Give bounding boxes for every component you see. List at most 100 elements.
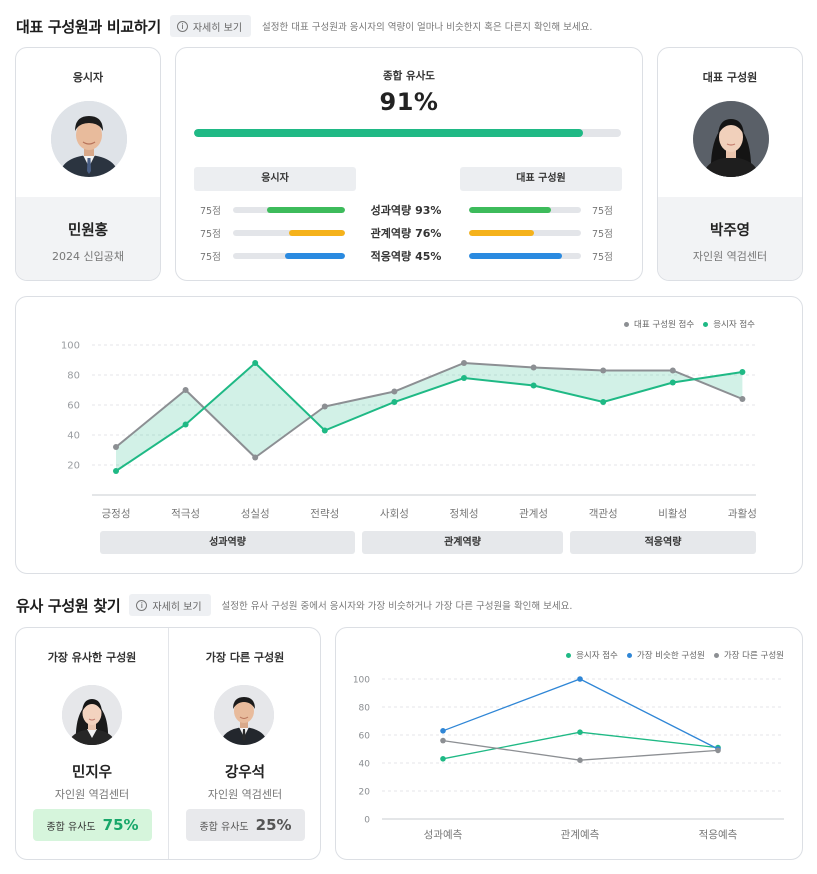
data-point xyxy=(600,367,607,374)
legend-dot-icon xyxy=(703,321,709,327)
y-tick-label: 100 xyxy=(353,676,370,686)
left-score: 75점 xyxy=(200,229,221,240)
data-point xyxy=(113,444,119,450)
legend-item-applicant: 응시자 점수 xyxy=(566,649,618,661)
y-tick-label: 40 xyxy=(67,431,80,442)
x-tick-label: 객관성 xyxy=(589,508,618,520)
legend-item-most-similar: 가장 비슷한 구성원 xyxy=(626,649,705,661)
y-tick-label: 60 xyxy=(67,401,80,412)
section-header-compare: 대표 구성원과 비교하기 i 자세히 보기 설정한 대표 구성원과 응시자의 역… xyxy=(16,14,592,38)
y-tick-label: 80 xyxy=(67,371,80,382)
right-score-fill xyxy=(469,207,551,213)
right-score: 75점 xyxy=(592,252,613,263)
x-tick-label: 성과예측 xyxy=(424,828,463,841)
most-similar-score-badge: 종합 유사도 75% xyxy=(33,809,152,841)
left-score-fill xyxy=(289,230,345,236)
chart-legend: 응시자 점수 가장 비슷한 구성원 가장 다른 구성원 xyxy=(557,649,784,661)
data-point xyxy=(461,360,467,366)
data-point xyxy=(182,387,189,393)
section-title: 대표 구성원과 비교하기 xyxy=(16,17,161,36)
legend-item-applicant: 응시자 점수 xyxy=(703,318,755,330)
left-score: 75점 xyxy=(200,252,221,263)
most-different-avatar xyxy=(214,685,274,745)
group-label-relationship: 관계역량 xyxy=(362,531,563,554)
badge-value: 25% xyxy=(255,816,292,834)
section-description: 설정한 유사 구성원 중에서 응시자와 가장 비슷하거나 가장 다른 구성원을 … xyxy=(221,601,573,612)
similarity-card: 종합 유사도 91% 응시자 대표 구성원 75점 성과역량 93% 75점 75점 관계… xyxy=(175,47,643,281)
x-tick-label: 관계예측 xyxy=(561,828,600,841)
column-divider xyxy=(168,628,169,859)
group-label-performance: 성과역량 xyxy=(100,531,355,554)
right-column-header: 대표 구성원 xyxy=(460,167,622,191)
most-different-member[interactable]: 가장 다른 구성원 강우석 자인원 역검센터 종합 유사도 25% xyxy=(169,628,320,859)
data-point xyxy=(440,728,446,734)
legend-label: 응시자 점수 xyxy=(713,320,755,330)
legend-dot-icon xyxy=(624,321,630,327)
competency-row-label: 성과역량 93% xyxy=(361,202,451,218)
x-tick-label: 적응예측 xyxy=(699,828,738,841)
chart-legend: 대표 구성원 점수 응시자 점수 xyxy=(615,318,755,330)
details-button-label: 자세히 보기 xyxy=(192,22,243,34)
overall-similarity-fill xyxy=(194,129,583,137)
competency-row-label: 관계역량 76% xyxy=(361,225,451,241)
representative-info: 박주영 자인원 역검센터 xyxy=(658,197,802,280)
legend-dot-icon xyxy=(626,652,632,658)
data-point xyxy=(252,454,259,461)
left-score-fill xyxy=(266,207,345,213)
competency-name: 관계역량 xyxy=(370,227,412,240)
right-score-bar xyxy=(469,230,581,236)
info-icon: i xyxy=(176,20,188,32)
data-point xyxy=(669,367,676,374)
difference-area xyxy=(116,363,743,471)
competency-line-chart: 100 80 60 40 20 긍정성 적극성 성실성 전략성 사회성 정체성 관계성 객관성 비활성 과활… xyxy=(61,341,757,521)
left-score-fill xyxy=(284,253,345,259)
representative-avatar xyxy=(693,101,769,177)
x-tick-label: 성실성 xyxy=(241,508,270,520)
competency-name: 적응역량 xyxy=(370,250,412,263)
data-point xyxy=(391,399,398,405)
representative-subtitle: 자인원 역검센터 xyxy=(692,250,768,263)
data-point xyxy=(530,382,537,389)
y-tick-label: 60 xyxy=(359,732,371,742)
info-icon: i xyxy=(136,599,148,611)
data-point xyxy=(577,729,583,735)
details-button[interactable]: i 자세히 보기 xyxy=(169,15,252,37)
data-point xyxy=(391,388,398,395)
series-line xyxy=(115,361,743,459)
x-tick-label: 사회성 xyxy=(380,508,409,520)
similar-members-card: 가장 유사한 구성원 민지우 자인원 역검센터 종합 유사도 75% 가장 다른… xyxy=(15,627,321,860)
badge-label: 종합 유사도 xyxy=(46,821,96,833)
data-point xyxy=(321,403,328,410)
right-score-fill xyxy=(469,253,562,259)
right-score-fill xyxy=(469,230,534,236)
legend-label: 가장 비슷한 구성원 xyxy=(636,651,705,661)
data-point xyxy=(182,421,189,428)
most-similar-member[interactable]: 가장 유사한 구성원 민지우 자인원 역검센터 종합 유사도 75% xyxy=(16,628,168,859)
section-description: 설정한 대표 구성원과 응시자의 역량이 얼마나 비슷한지 혹은 다른지 확인해… xyxy=(262,22,593,33)
overall-similarity-label: 종합 유사도 xyxy=(383,70,435,82)
left-score-bar xyxy=(233,253,345,259)
badge-value: 75% xyxy=(102,816,139,834)
y-tick-label: 80 xyxy=(359,704,371,714)
series-line xyxy=(442,678,719,750)
data-point xyxy=(461,375,467,381)
x-tick-label: 비활성 xyxy=(658,507,687,520)
legend-label: 가장 다른 구성원 xyxy=(723,651,784,661)
applicant-avatar xyxy=(51,101,127,177)
series-line xyxy=(115,361,743,472)
y-tick-label: 20 xyxy=(359,788,371,798)
details-button[interactable]: i 자세히 보기 xyxy=(129,594,211,616)
most-similar-avatar xyxy=(62,685,122,745)
overall-similarity-bar xyxy=(194,129,621,137)
legend-dot-icon xyxy=(713,652,719,658)
data-point xyxy=(252,360,259,366)
left-score-bar xyxy=(233,207,345,213)
right-score: 75점 xyxy=(592,206,613,217)
y-tick-label: 0 xyxy=(364,816,370,826)
most-similar-subtitle: 자인원 역검센터 xyxy=(54,788,130,801)
details-button-label: 자세히 보기 xyxy=(152,601,202,613)
group-label-adaptation: 적응역량 xyxy=(570,531,756,554)
right-score-bar xyxy=(469,207,581,213)
data-point xyxy=(113,468,119,474)
legend-dot-icon xyxy=(566,652,572,658)
